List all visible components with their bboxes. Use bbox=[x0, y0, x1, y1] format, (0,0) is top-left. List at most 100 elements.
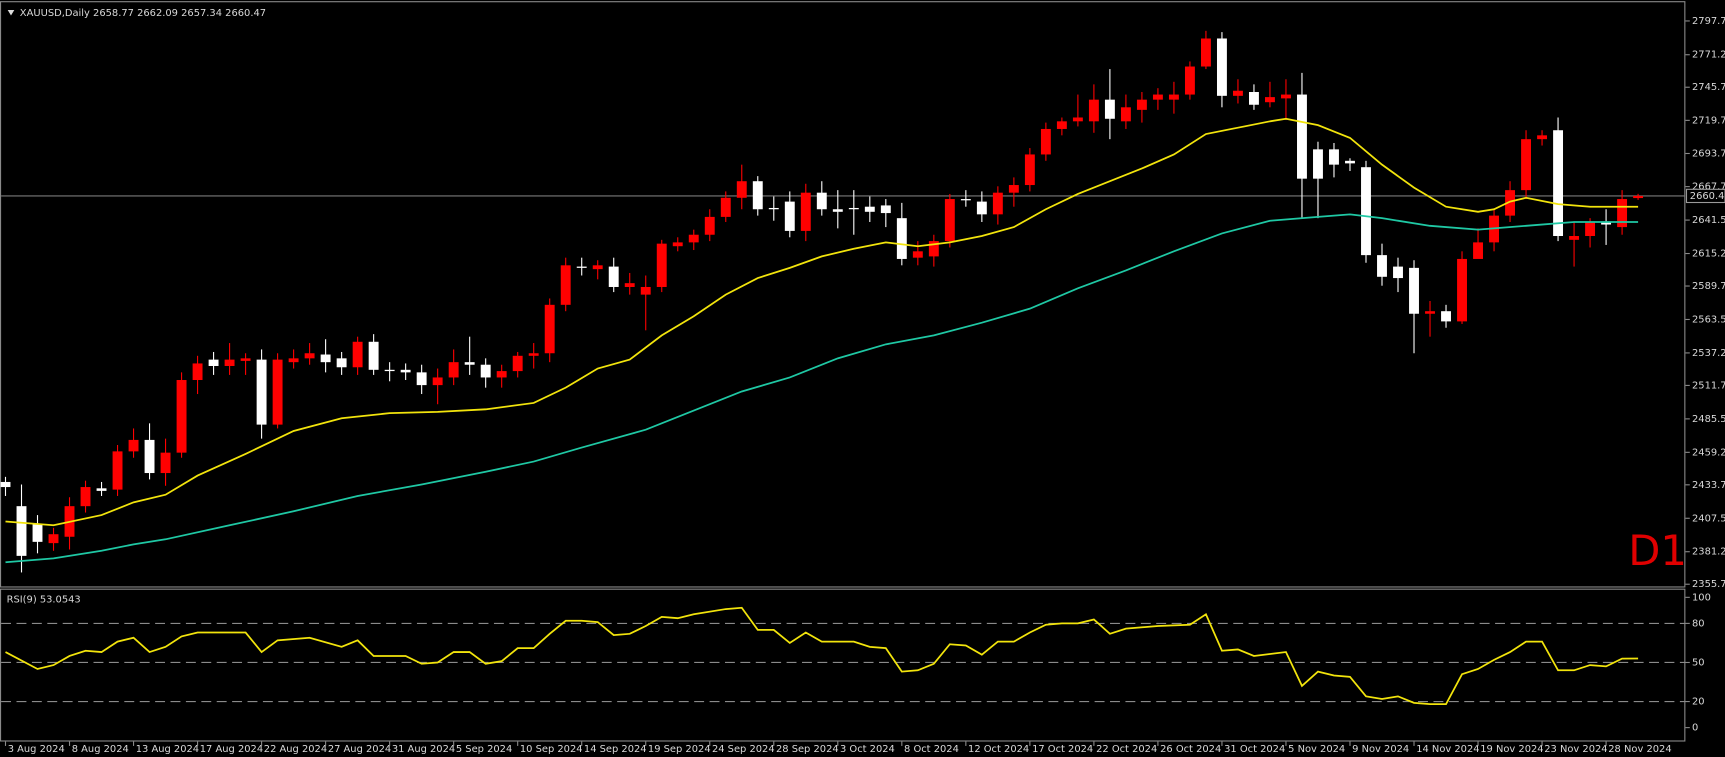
candle-body bbox=[784, 201, 795, 231]
y-tick-label: 2511.75 bbox=[1692, 380, 1725, 391]
y-tick-label: 2563.50 bbox=[1692, 314, 1725, 325]
candle-body bbox=[1329, 149, 1339, 165]
candle-body bbox=[1216, 38, 1227, 96]
x-tick-label: 12 Oct 2024 bbox=[968, 744, 1029, 755]
candle-body bbox=[176, 380, 187, 453]
candle-body bbox=[416, 372, 427, 386]
candle-body bbox=[1521, 139, 1531, 191]
moving-average-line bbox=[5, 117, 1639, 527]
y-tick-label: 2433.75 bbox=[1692, 480, 1725, 491]
y-tick-label: 2667.75 bbox=[1692, 182, 1725, 193]
rsi-y-tick-label: 50 bbox=[1692, 657, 1705, 668]
candle-body bbox=[688, 234, 699, 243]
rsi-y-tick-label: 80 bbox=[1692, 618, 1705, 629]
candle-body bbox=[960, 199, 971, 201]
x-tick-label: 26 Oct 2024 bbox=[1160, 744, 1221, 755]
candle-body bbox=[1313, 149, 1323, 179]
rsi-title: RSI(9) 53.0543 bbox=[7, 595, 81, 606]
x-tick-label: 22 Oct 2024 bbox=[1096, 744, 1157, 755]
candle-body bbox=[400, 369, 411, 373]
candle-body bbox=[384, 369, 395, 372]
y-tick-label: 2589.75 bbox=[1692, 281, 1725, 292]
candle-body bbox=[208, 359, 219, 366]
main-panel-frame bbox=[0, 1, 1686, 588]
x-tick-label: 31 Oct 2024 bbox=[1224, 744, 1285, 755]
candle-body bbox=[928, 241, 939, 257]
candle-body bbox=[1377, 255, 1387, 277]
x-tick-label: 19 Nov 2024 bbox=[1480, 744, 1543, 755]
y-tick-label: 2537.25 bbox=[1692, 348, 1725, 359]
candle-body bbox=[1104, 99, 1115, 119]
x-tick-label: 3 Oct 2024 bbox=[840, 744, 895, 755]
y-tick-label: 2797.75 bbox=[1692, 16, 1725, 27]
candle-body bbox=[320, 354, 331, 363]
candle-body bbox=[32, 524, 43, 542]
candle-body bbox=[1120, 107, 1131, 122]
candle-body bbox=[160, 452, 171, 474]
candle-body bbox=[1297, 94, 1307, 179]
x-tick-label: 8 Oct 2024 bbox=[904, 744, 959, 755]
candle-body bbox=[240, 358, 251, 361]
candle-body bbox=[592, 265, 603, 270]
candle-body bbox=[464, 362, 475, 365]
candle-body bbox=[848, 207, 859, 210]
candle-body bbox=[1409, 267, 1419, 314]
candle-body bbox=[144, 439, 155, 474]
candle-body bbox=[1537, 135, 1548, 140]
candle-body bbox=[1457, 258, 1467, 322]
candle-body bbox=[480, 364, 491, 378]
candle-body bbox=[736, 181, 747, 198]
y-tick-label: 2615.25 bbox=[1692, 249, 1725, 260]
candle-body bbox=[1585, 221, 1596, 237]
x-tick-label: 17 Oct 2024 bbox=[1032, 744, 1093, 755]
candle-body bbox=[528, 353, 539, 356]
x-tick-label: 5 Sep 2024 bbox=[456, 744, 512, 755]
candle-body bbox=[336, 358, 347, 368]
candle-body bbox=[1569, 236, 1580, 240]
y-tick-label: 2381.25 bbox=[1692, 547, 1725, 558]
candle-body bbox=[1361, 167, 1371, 256]
candle-body bbox=[576, 266, 587, 268]
candle-body bbox=[96, 488, 107, 491]
y-tick-label: 2641.50 bbox=[1692, 215, 1725, 226]
candle-body bbox=[128, 439, 139, 452]
candle-body bbox=[720, 197, 731, 217]
candle-body bbox=[288, 358, 299, 363]
candle-body bbox=[640, 286, 651, 295]
x-tick-label: 3 Aug 2024 bbox=[8, 744, 65, 755]
candle-body bbox=[1008, 185, 1019, 193]
candle-body bbox=[1553, 130, 1564, 237]
candle-body bbox=[1281, 94, 1291, 99]
candle-body bbox=[0, 481, 11, 488]
x-tick-label: 14 Sep 2024 bbox=[584, 744, 647, 755]
candle-body bbox=[1040, 128, 1051, 155]
candle-body bbox=[1136, 99, 1147, 110]
x-tick-label: 28 Sep 2024 bbox=[776, 744, 839, 755]
candle-body bbox=[16, 506, 27, 556]
y-tick-label: 2459.25 bbox=[1692, 447, 1725, 458]
current-price-box bbox=[1685, 188, 1725, 204]
candle-body bbox=[1072, 117, 1083, 122]
candle-body bbox=[1056, 121, 1067, 129]
y-tick-label: 2719.75 bbox=[1692, 115, 1725, 126]
candle-body bbox=[80, 487, 91, 507]
candle-body bbox=[800, 192, 811, 231]
x-tick-label: 22 Aug 2024 bbox=[264, 744, 327, 755]
candle-body bbox=[432, 377, 443, 386]
moving-average-line bbox=[5, 213, 1639, 564]
rsi-y-tick-label: 100 bbox=[1692, 592, 1711, 603]
x-tick-label: 13 Aug 2024 bbox=[136, 744, 199, 755]
candle-body bbox=[48, 534, 59, 544]
candle-body bbox=[1024, 154, 1035, 186]
x-tick-label: 24 Sep 2024 bbox=[712, 744, 775, 755]
candle-body bbox=[1088, 99, 1099, 122]
x-tick-label: 28 Nov 2024 bbox=[1608, 744, 1671, 755]
x-tick-label: 10 Sep 2024 bbox=[520, 744, 583, 755]
x-tick-label: 8 Aug 2024 bbox=[72, 744, 129, 755]
x-tick-label: 27 Aug 2024 bbox=[328, 744, 391, 755]
y-tick-label: 2407.50 bbox=[1692, 513, 1725, 524]
candle-body bbox=[944, 199, 955, 242]
candle-body bbox=[1393, 266, 1403, 279]
